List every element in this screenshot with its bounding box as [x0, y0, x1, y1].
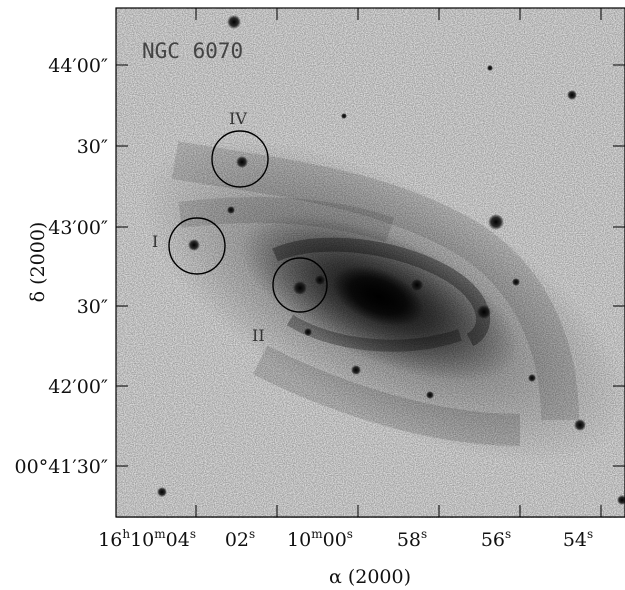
x-axis-title: α (2000): [329, 566, 411, 588]
y-tick-label: 30″: [77, 296, 108, 318]
region-circle-i: [168, 217, 226, 275]
object-name: NGC 6070: [142, 39, 243, 63]
y-tick-label: 00°41′30″: [15, 456, 108, 478]
stars: [157, 15, 625, 505]
x-tick-label: 16h10m04s: [98, 527, 196, 551]
x-tick-label: 58s: [397, 527, 427, 551]
y-axis-title: δ (2000): [27, 222, 49, 303]
region-label-ii: II: [252, 326, 265, 345]
x-tick-label: 10m00s: [287, 527, 353, 551]
y-tick-label: 30″: [77, 136, 108, 158]
y-tick-label: 42′00″: [48, 376, 108, 398]
region-circle-ii: [272, 257, 328, 313]
tick-marks: [116, 8, 625, 517]
region-label-i: I: [152, 232, 158, 251]
y-tick-label: 44′00″: [48, 55, 108, 77]
x-tick-label: 02s: [225, 527, 255, 551]
plot-frame: [115, 7, 625, 518]
x-tick-label: 56s: [481, 527, 511, 551]
y-tick-label: 43′00″: [48, 217, 108, 239]
galaxy-image: [116, 8, 625, 518]
x-tick-label: 54s: [563, 527, 593, 551]
region-label-iv: IV: [229, 109, 247, 128]
region-circle-iv: [211, 130, 269, 188]
